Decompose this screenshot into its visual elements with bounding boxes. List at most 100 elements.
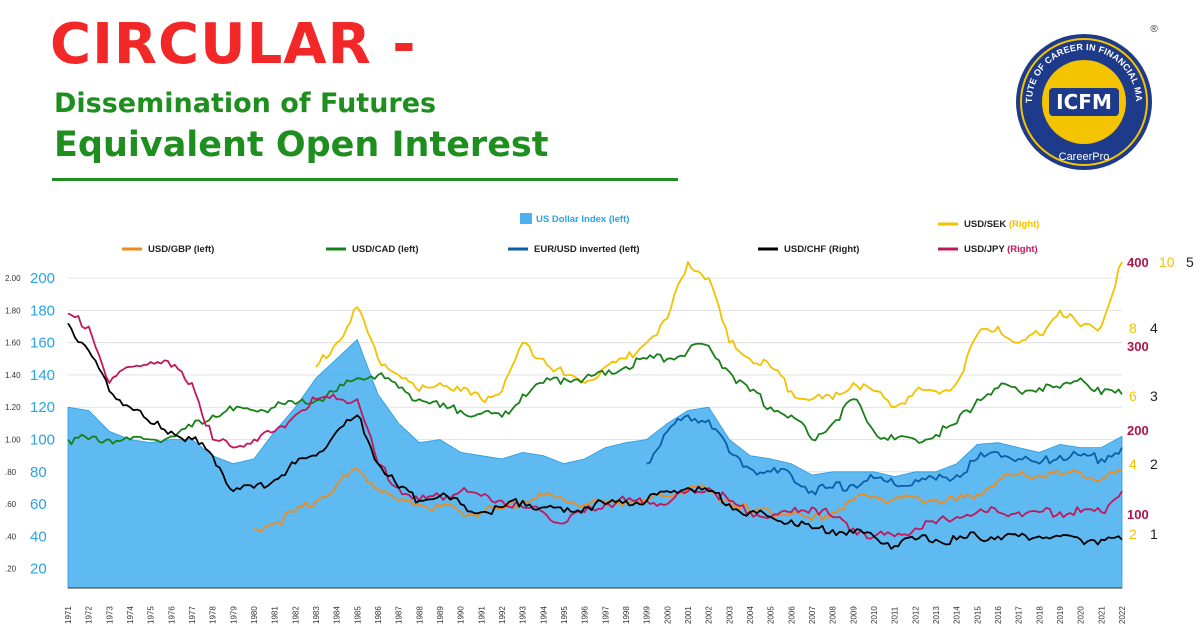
- legend-label-usd-sek: USD/SEK (Right): [964, 219, 1039, 230]
- y-tick-inner: 160: [30, 335, 55, 352]
- x-tick-year: 2016: [994, 606, 1003, 624]
- y-tick-outer: 1.00: [5, 436, 21, 445]
- x-tick-year: 1987: [395, 606, 404, 624]
- series-line-usd-chf: [67, 322, 1123, 550]
- y-tick-inner: 80: [30, 464, 47, 481]
- y-tick-inner: 200: [30, 270, 55, 287]
- series-line-usd-jpy: [67, 312, 1123, 540]
- x-tick-year: 2017: [1015, 606, 1024, 624]
- series-area-usd-index: [67, 338, 1123, 589]
- logo-badge-box: [1049, 88, 1119, 116]
- y-tick-right-gold: 2: [1129, 526, 1137, 542]
- y-tick-outer: 1.20: [5, 403, 21, 412]
- x-tick-year: 1979: [229, 606, 238, 624]
- y-tick-right-red: 300: [1127, 339, 1149, 354]
- y-tick-outer: 1.80: [5, 306, 21, 315]
- x-tick-year: 2009: [849, 606, 858, 624]
- x-tick-year: 1988: [415, 606, 424, 624]
- series-line-usd-sek: [315, 261, 1123, 409]
- x-tick-year: 1975: [147, 606, 156, 624]
- icfm-logo: INSTITUTE OF CAREER IN FINANCIAL MARKET …: [1014, 20, 1158, 170]
- y-tick-inner: 20: [30, 561, 47, 578]
- y-tick-right-black: 1: [1150, 526, 1158, 542]
- x-tick-year: 1976: [167, 606, 176, 624]
- x-tick-year: 1985: [353, 606, 362, 624]
- x-tick-year: 2005: [767, 606, 776, 624]
- x-tick-year: 1989: [436, 606, 445, 624]
- x-tick-year: 2022: [1118, 606, 1127, 624]
- chart-plot-area: [67, 261, 1123, 589]
- y-tick-outer: .20: [5, 565, 17, 574]
- x-tick-year: 2018: [1035, 606, 1044, 624]
- x-tick-year: 1982: [291, 606, 300, 624]
- y-tick-right-red: 200: [1127, 423, 1149, 438]
- x-tick-year: 1981: [271, 606, 280, 624]
- legend-label-eur-usd-inv: EUR/USD inverted (left): [534, 244, 640, 255]
- subheadline-line1: Dissemination of Futures: [54, 88, 437, 119]
- x-tick-year: 1991: [477, 606, 486, 624]
- y-tick-inner: 120: [30, 399, 55, 416]
- legend-label-usd-jpy: USD/JPY (Right): [964, 244, 1038, 255]
- x-tick-year: 1992: [498, 606, 507, 624]
- y-tick-outer: 1.60: [5, 339, 21, 348]
- title-underline: [52, 178, 678, 181]
- x-tick-year: 1972: [85, 606, 94, 624]
- y-tick-right-gold: 6: [1129, 388, 1137, 404]
- x-tick-year: 2007: [808, 606, 817, 624]
- x-tick-year: 1977: [188, 606, 197, 624]
- x-tick-year: 1978: [209, 606, 218, 624]
- series-line-usd-cad: [67, 342, 1123, 446]
- x-tick-year: 1973: [105, 606, 114, 624]
- y-tick-right-gold: 4: [1129, 456, 1137, 472]
- chart-legend: US Dollar Index (left) USD/SEK (Right) USD…: [122, 213, 1039, 255]
- x-tick-year: 1983: [312, 606, 321, 624]
- x-tick-year: 2014: [953, 606, 962, 624]
- x-tick-year: 1997: [601, 606, 610, 624]
- x-tick-year: 2008: [829, 606, 838, 624]
- x-tick-year: 1995: [560, 606, 569, 624]
- legend-suffix: (Right): [1006, 219, 1039, 230]
- y-tick-outer: 2.00: [5, 274, 21, 283]
- x-tick-year: 2002: [705, 606, 714, 624]
- x-tick-year: 1986: [374, 606, 383, 624]
- legend-swatch: [520, 213, 532, 224]
- x-tick-year: 1994: [539, 606, 548, 624]
- logo-gold-rim: [1020, 38, 1148, 166]
- logo-bottom-text: CareerPro: [1059, 151, 1110, 163]
- y-tick-right-black: 2: [1150, 456, 1158, 472]
- x-tick-year: 2021: [1097, 606, 1106, 624]
- x-tick-year: 1974: [126, 606, 135, 624]
- y-tick-right-black: 4: [1150, 320, 1158, 336]
- x-tick-year: 1984: [333, 606, 342, 624]
- y-tick-inner: 60: [30, 496, 47, 513]
- x-tick-year: 2020: [1077, 606, 1086, 624]
- y-tick-inner: 180: [30, 302, 55, 319]
- y-tick-right-black: 5: [1186, 254, 1194, 270]
- y-tick-right-black: 3: [1150, 388, 1158, 404]
- x-tick-year: 1990: [457, 606, 466, 624]
- logo-registered-mark: ®: [1150, 24, 1158, 35]
- y-tick-outer: .60: [5, 500, 17, 509]
- y-tick-inner: 140: [30, 367, 55, 384]
- x-tick-year: 1998: [622, 606, 631, 624]
- legend-suffix: (Right): [1004, 244, 1037, 255]
- legend-label-usd-gbp: USD/GBP (left): [148, 244, 214, 255]
- x-tick-year: 1980: [250, 606, 259, 624]
- y-tick-right-red: 400: [1127, 255, 1149, 270]
- legend-label-usd-chf: USD/CHF (Right): [784, 244, 859, 255]
- x-tick-year: 2013: [932, 606, 941, 624]
- x-tick-year: 1999: [643, 606, 652, 624]
- legend-label-usd-index: US Dollar Index (left): [536, 214, 629, 225]
- x-tick-year: 1996: [581, 606, 590, 624]
- y-tick-right-gold: 8: [1129, 320, 1137, 336]
- x-tick-year: 2006: [787, 606, 796, 624]
- x-tick-year: 2010: [870, 606, 879, 624]
- y-tick-outer: 1.40: [5, 371, 21, 380]
- y-tick-outer: .80: [5, 468, 17, 477]
- logo-badge-text: ICFM: [1056, 90, 1112, 114]
- y-tick-outer: .40: [5, 532, 17, 541]
- y-tick-inner: 40: [30, 528, 47, 545]
- x-tick-year: 2011: [891, 606, 900, 624]
